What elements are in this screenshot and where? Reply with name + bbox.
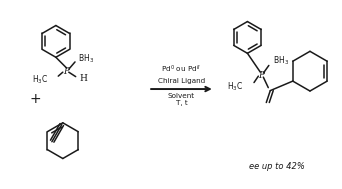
Text: P: P (258, 71, 264, 80)
Text: P: P (63, 67, 69, 76)
Text: Pd$^0$ ou Pd$^{II}$: Pd$^0$ ou Pd$^{II}$ (161, 64, 201, 75)
Text: BH$_3$: BH$_3$ (273, 54, 289, 67)
Text: ee up to 42%: ee up to 42% (249, 162, 305, 171)
Text: Chiral Ligand: Chiral Ligand (158, 78, 205, 84)
Text: H: H (80, 74, 88, 83)
Text: T, t: T, t (175, 100, 187, 106)
Text: BH$_3$: BH$_3$ (78, 53, 94, 65)
Text: H$_3$C: H$_3$C (32, 74, 48, 86)
Text: +: + (29, 92, 41, 106)
Text: H$_3$C: H$_3$C (227, 80, 243, 93)
Text: Solvent: Solvent (168, 93, 195, 99)
